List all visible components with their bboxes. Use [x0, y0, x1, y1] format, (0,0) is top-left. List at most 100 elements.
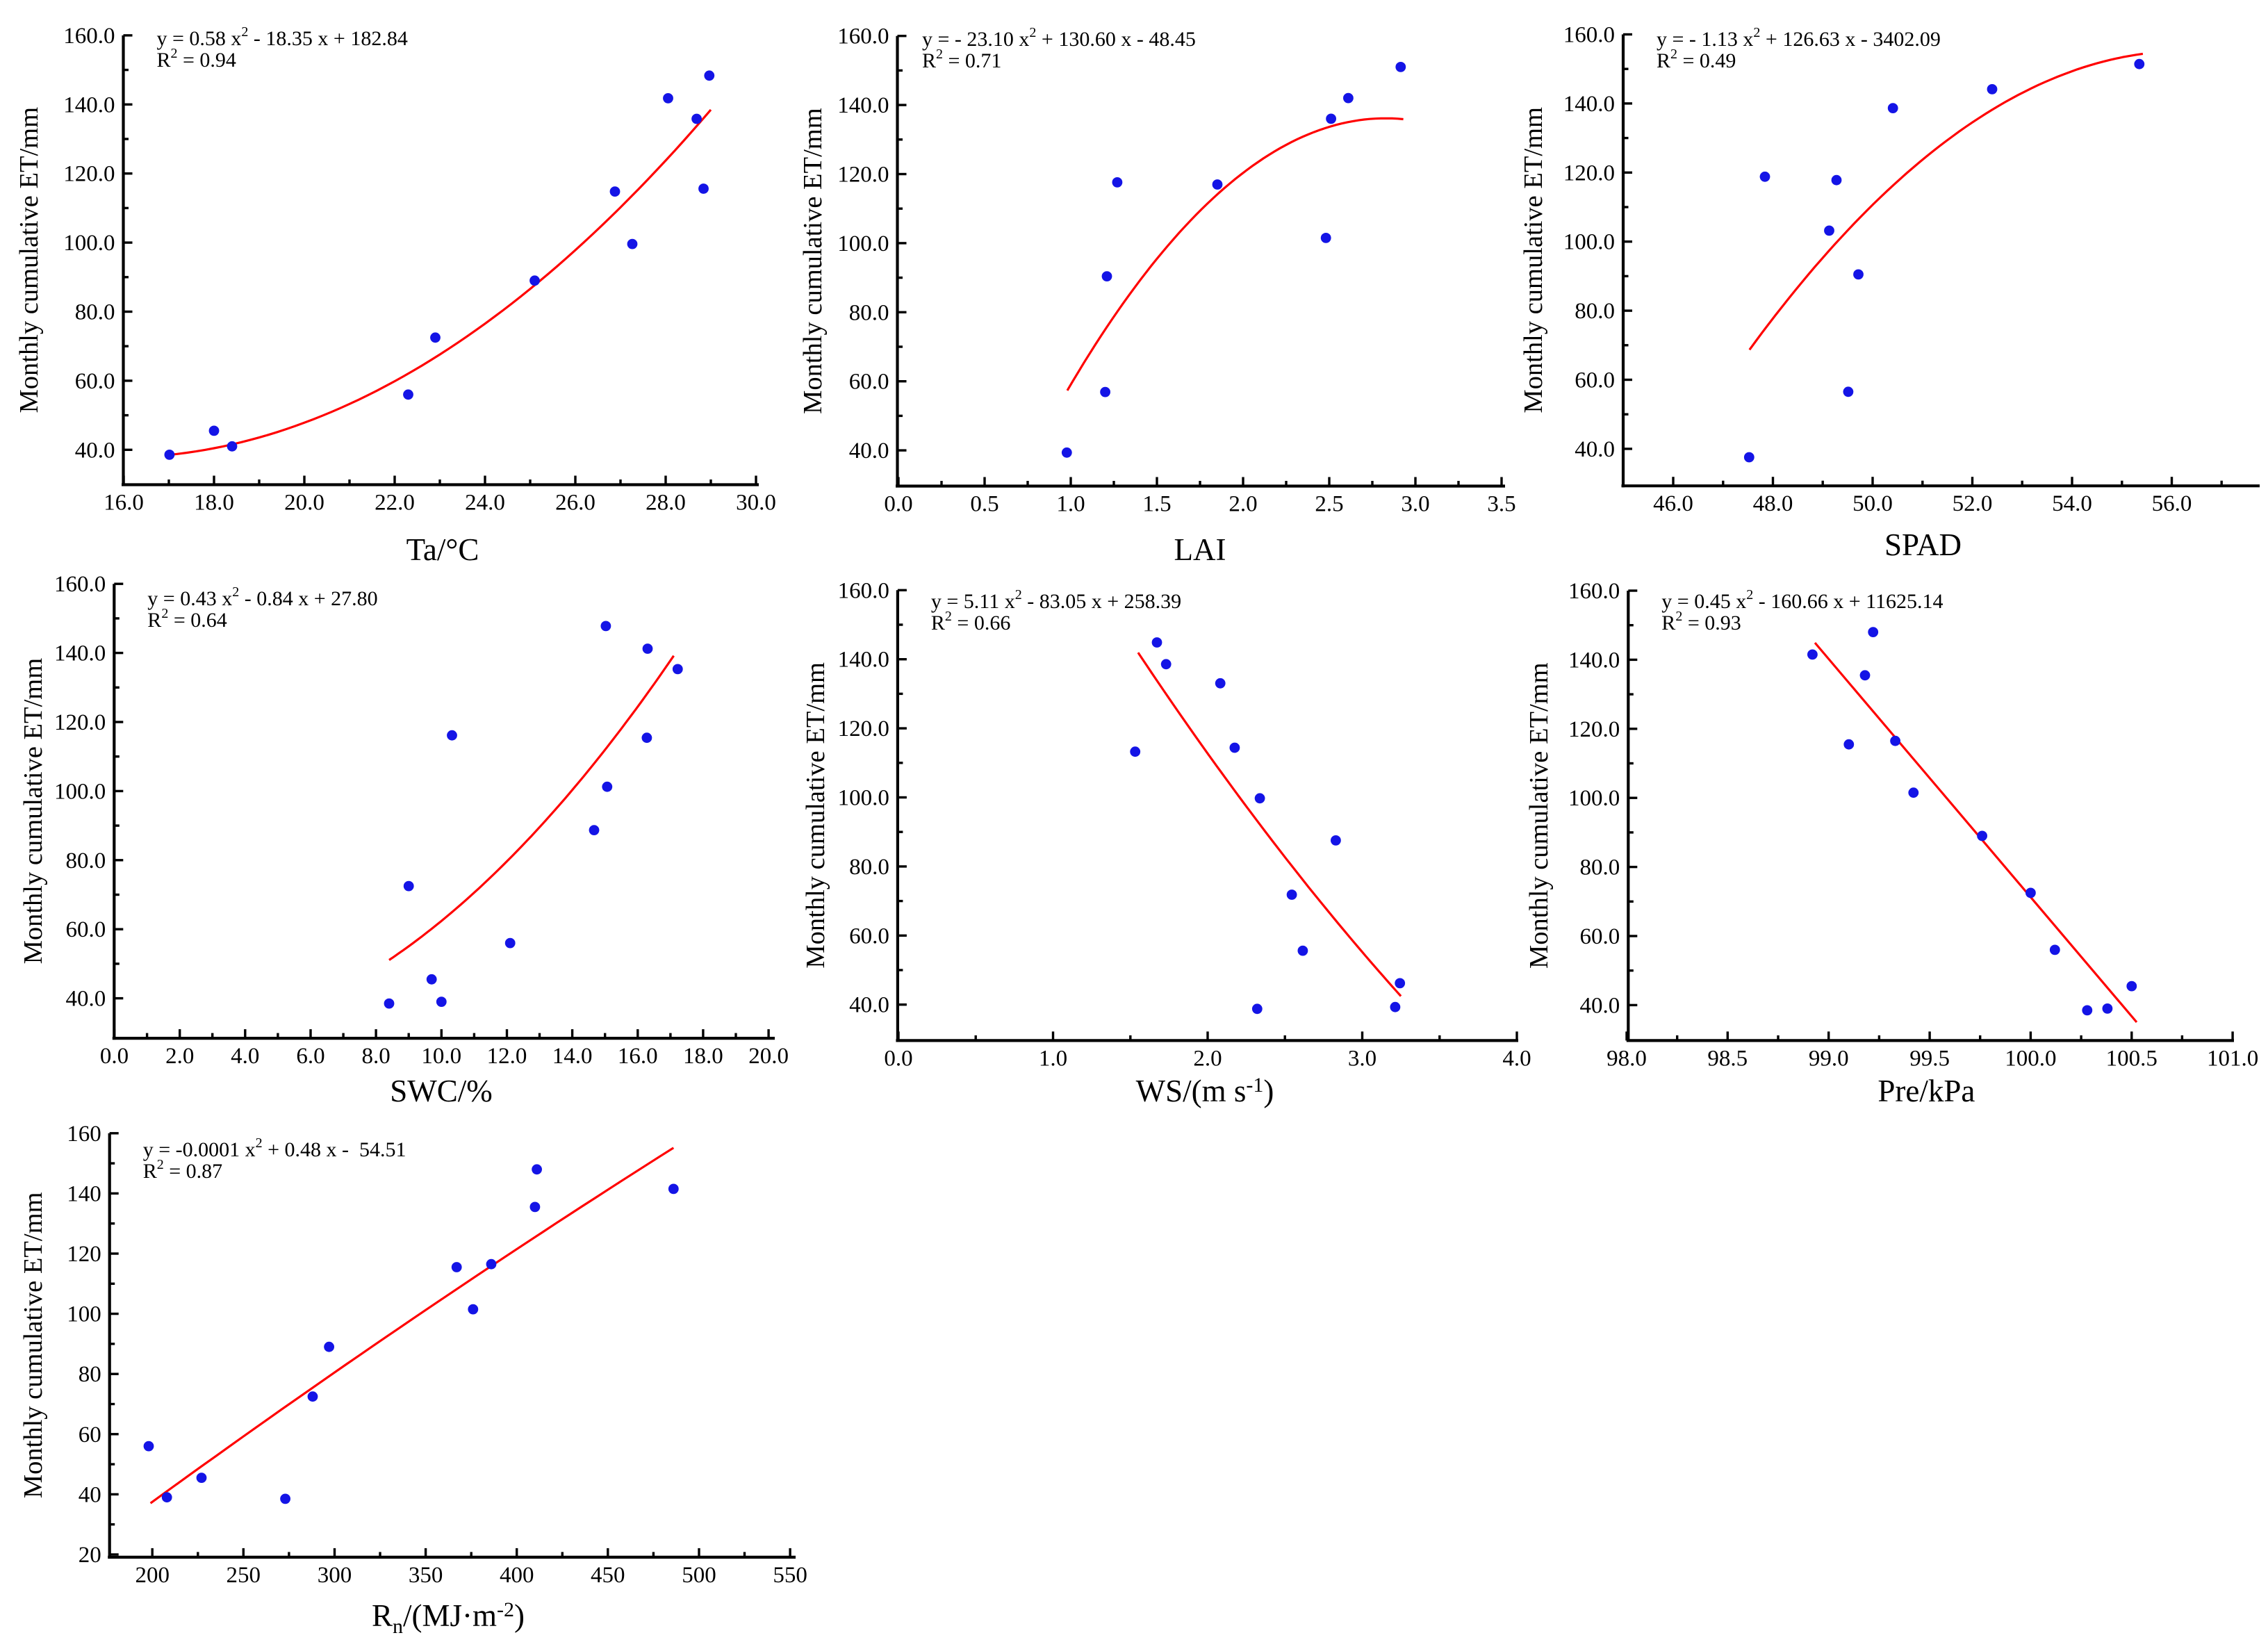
svg-text:120.0: 120.0 — [837, 163, 889, 188]
svg-text:22.0: 22.0 — [375, 491, 415, 516]
svg-text:4.0: 4.0 — [231, 1044, 259, 1069]
svg-text:120.0: 120.0 — [838, 716, 889, 741]
svg-text:99.0: 99.0 — [1809, 1046, 1849, 1071]
svg-text:28.0: 28.0 — [646, 491, 686, 516]
svg-text:0.5: 0.5 — [970, 492, 999, 517]
svg-text:40.0: 40.0 — [1575, 437, 1615, 462]
svg-text:Monthly cumulative ET/mm: Monthly cumulative ET/mm — [19, 1192, 48, 1498]
svg-text:0.0: 0.0 — [100, 1044, 129, 1069]
svg-text:y = 0.58 x2​ - 18.35 x + 182.8: y = 0.58 x2​ - 18.35 x + 182.84 — [157, 24, 408, 50]
svg-text:100.0: 100.0 — [1568, 786, 1620, 811]
svg-text:60.0: 60.0 — [849, 924, 889, 949]
svg-text:1.0: 1.0 — [1039, 1046, 1067, 1071]
svg-text:56.0: 56.0 — [2152, 491, 2192, 516]
svg-text:140.0: 140.0 — [838, 648, 889, 673]
svg-text:60.0: 60.0 — [1575, 368, 1615, 393]
svg-text:50.0: 50.0 — [1852, 491, 1893, 516]
svg-text:46.0: 46.0 — [1653, 491, 1693, 516]
svg-text:160.0: 160.0 — [63, 24, 115, 49]
svg-text:60.0: 60.0 — [66, 917, 106, 942]
svg-text:y = - 23.10 x2​ + 130.60 x - 4: y = - 23.10 x2​ + 130.60 x - 48.45 — [922, 25, 1196, 51]
svg-text:450: 450 — [591, 1563, 625, 1588]
svg-text:100.0: 100.0 — [2005, 1046, 2056, 1071]
svg-text:R2​ = 0.49: R2​ = 0.49 — [1657, 47, 1736, 72]
svg-text:3.5: 3.5 — [1487, 492, 1515, 517]
svg-text:100: 100 — [67, 1302, 101, 1327]
svg-text:48.0: 48.0 — [1753, 491, 1793, 516]
svg-text:LAI: LAI — [1174, 532, 1226, 567]
svg-text:Monthly cumulative ET/mm: Monthly cumulative ET/mm — [1519, 107, 1548, 413]
svg-text:100.0: 100.0 — [63, 231, 115, 256]
svg-text:160: 160 — [67, 1122, 101, 1147]
svg-text:12.0: 12.0 — [487, 1044, 527, 1069]
svg-text:120.0: 120.0 — [1563, 161, 1615, 186]
svg-text:80.0: 80.0 — [66, 848, 106, 873]
svg-text:R2​ = 0.64: R2​ = 0.64 — [147, 606, 227, 632]
svg-text:120: 120 — [67, 1242, 101, 1267]
svg-text:3.0: 3.0 — [1401, 492, 1429, 517]
svg-text:80.0: 80.0 — [1580, 855, 1620, 880]
svg-text:80.0: 80.0 — [1575, 299, 1615, 324]
svg-text:40.0: 40.0 — [66, 987, 106, 1012]
svg-text:40.0: 40.0 — [75, 438, 115, 463]
svg-text:60.0: 60.0 — [1580, 924, 1620, 949]
svg-text:60.0: 60.0 — [75, 369, 115, 394]
svg-text:300: 300 — [318, 1563, 352, 1588]
svg-text:120.0: 120.0 — [1568, 717, 1620, 742]
svg-text:160.0: 160.0 — [838, 578, 889, 603]
svg-text:20.0: 20.0 — [748, 1044, 789, 1069]
svg-text:20.0: 20.0 — [284, 491, 324, 516]
svg-text:1.5: 1.5 — [1142, 492, 1171, 517]
svg-text:40.0: 40.0 — [1580, 993, 1620, 1018]
svg-text:160.0: 160.0 — [1568, 579, 1620, 604]
svg-text:Monthly cumulative ET/mm: Monthly cumulative ET/mm — [798, 108, 828, 414]
svg-text:400: 400 — [500, 1563, 534, 1588]
svg-text:Monthly cumulative ET/mm: Monthly cumulative ET/mm — [801, 662, 830, 969]
svg-text:100.0: 100.0 — [838, 786, 889, 811]
svg-text:R2​ = 0.94: R2​ = 0.94 — [157, 46, 236, 72]
svg-text:SPAD: SPAD — [1884, 527, 1962, 562]
svg-text:Monthly cumulative ET/mm: Monthly cumulative ET/mm — [15, 107, 44, 413]
svg-text:100.0: 100.0 — [54, 779, 106, 804]
svg-text:18.0: 18.0 — [194, 491, 234, 516]
svg-text:0.0: 0.0 — [884, 1046, 912, 1071]
svg-text:2.0: 2.0 — [1193, 1046, 1222, 1071]
svg-text:60: 60 — [79, 1422, 101, 1447]
svg-text:40: 40 — [79, 1482, 101, 1507]
svg-text:16.0: 16.0 — [618, 1044, 658, 1069]
svg-text:140: 140 — [67, 1181, 101, 1206]
svg-text:160.0: 160.0 — [1563, 23, 1615, 48]
svg-text:14.0: 14.0 — [552, 1044, 593, 1069]
svg-text:80: 80 — [79, 1362, 101, 1387]
svg-text:18.0: 18.0 — [683, 1044, 723, 1069]
svg-text:100.0: 100.0 — [837, 231, 889, 256]
svg-text:52.0: 52.0 — [1953, 491, 1993, 516]
svg-text:98.0: 98.0 — [1606, 1046, 1647, 1071]
svg-text:98.5: 98.5 — [1707, 1046, 1748, 1071]
svg-text:80.0: 80.0 — [849, 855, 889, 880]
svg-text:250: 250 — [227, 1563, 261, 1588]
svg-text:0.0: 0.0 — [884, 492, 912, 517]
svg-text:140.0: 140.0 — [54, 641, 106, 666]
svg-text:60.0: 60.0 — [849, 370, 889, 395]
svg-text:y = 0.45 x2​ - 160.66 x + 1162: y = 0.45 x2​ - 160.66 x + 11625.14 — [1661, 587, 1943, 613]
svg-text:350: 350 — [409, 1563, 443, 1588]
svg-text:2.0: 2.0 — [165, 1044, 194, 1069]
svg-text:54.0: 54.0 — [2052, 491, 2092, 516]
svg-text:16.0: 16.0 — [104, 491, 144, 516]
svg-text:160.0: 160.0 — [837, 24, 889, 49]
svg-text:160.0: 160.0 — [54, 572, 106, 597]
svg-text:20: 20 — [79, 1543, 101, 1568]
svg-text:2.5: 2.5 — [1315, 492, 1343, 517]
svg-text:Monthly cumulative ET/mm: Monthly cumulative ET/mm — [19, 658, 48, 965]
svg-text:Monthly cumulative ET/mm: Monthly cumulative ET/mm — [1525, 662, 1554, 969]
svg-text:8.0: 8.0 — [361, 1044, 390, 1069]
svg-text:200: 200 — [135, 1563, 170, 1588]
svg-text:Ta/°C: Ta/°C — [406, 532, 479, 567]
svg-text:100.5: 100.5 — [2106, 1046, 2158, 1071]
svg-text:140.0: 140.0 — [63, 92, 115, 117]
svg-text:99.5: 99.5 — [1909, 1046, 1950, 1071]
svg-text:140.0: 140.0 — [1563, 92, 1615, 117]
svg-text:40.0: 40.0 — [849, 438, 889, 463]
svg-text:24.0: 24.0 — [465, 491, 505, 516]
